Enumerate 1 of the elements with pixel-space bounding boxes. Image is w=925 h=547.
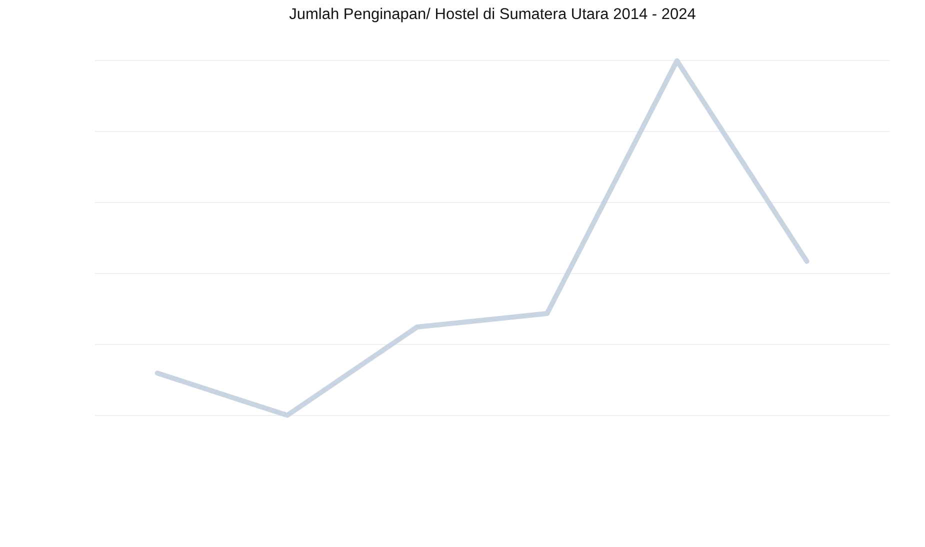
chart-title: Jumlah Penginapan/ Hostel di Sumatera Utara 2014 - 2024: [289, 6, 696, 24]
